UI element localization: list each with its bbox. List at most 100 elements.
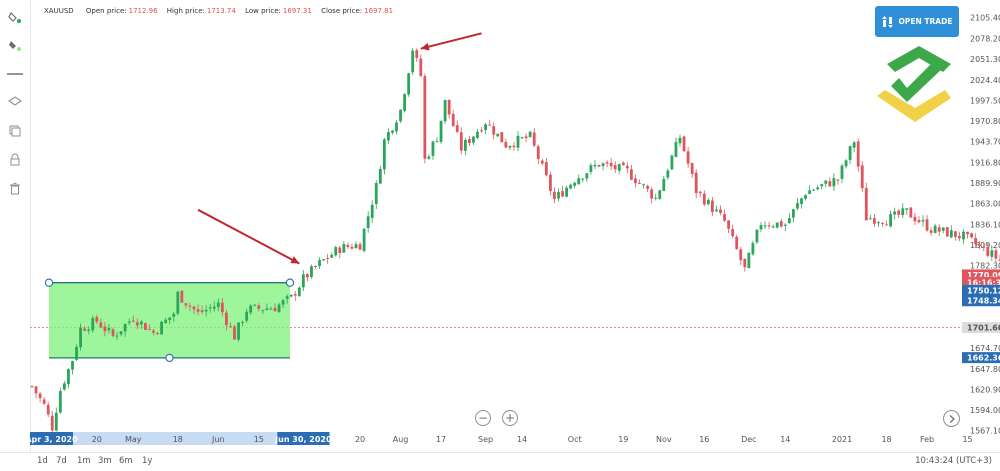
scroll-right-button[interactable] bbox=[943, 410, 960, 427]
candle-body bbox=[893, 211, 897, 215]
candle-body bbox=[630, 169, 633, 180]
candle-body bbox=[188, 305, 192, 307]
y-tick-label: 1916.80 bbox=[970, 158, 1000, 167]
candle-body bbox=[508, 145, 512, 148]
copy-icon[interactable] bbox=[6, 122, 24, 140]
ohlc-readout: XAUUSD Open price: 1712.96 High price: 171… bbox=[44, 7, 393, 15]
x-tick-label: 14 bbox=[517, 435, 527, 444]
y-tick-label: 1943.70 bbox=[970, 138, 1000, 147]
candle-body bbox=[427, 156, 431, 159]
candle-body bbox=[172, 313, 176, 317]
timeframe-1d[interactable]: 1d bbox=[37, 456, 48, 466]
price-badge bbox=[962, 277, 1000, 289]
timeframe-3m[interactable]: 3m bbox=[98, 456, 112, 466]
trash-icon[interactable] bbox=[6, 180, 24, 198]
candle-body bbox=[135, 322, 139, 326]
candle-body bbox=[387, 132, 390, 141]
clock: 10:43:24 (UTC+3) bbox=[915, 456, 992, 466]
y-tick-label: 1782.30 bbox=[970, 262, 1000, 271]
candle-body bbox=[30, 386, 34, 388]
zoom-out-button[interactable]: − bbox=[475, 410, 491, 426]
candle-body bbox=[569, 184, 573, 189]
x-end-label: Jun 30, 2020 bbox=[274, 435, 332, 444]
timeframe-7d[interactable]: 7d bbox=[56, 456, 67, 466]
high-price-label: High price: bbox=[166, 7, 205, 15]
candle-body bbox=[500, 132, 504, 143]
candle-body bbox=[399, 109, 402, 122]
candle-body bbox=[378, 168, 382, 184]
candle-body bbox=[403, 94, 406, 111]
layers-icon[interactable] bbox=[6, 93, 24, 111]
candle-body bbox=[496, 133, 500, 137]
candle-body bbox=[79, 327, 82, 348]
candle-body bbox=[954, 231, 957, 237]
paint-bucket-icon[interactable] bbox=[6, 8, 24, 26]
open-trade-button[interactable]: OPEN TRADE bbox=[875, 6, 959, 37]
timeframe-6m[interactable]: 6m bbox=[119, 456, 133, 466]
candle-body bbox=[354, 244, 358, 249]
candle-body bbox=[447, 99, 451, 115]
candle-body bbox=[885, 224, 888, 226]
candle-body bbox=[974, 238, 978, 245]
candle-body bbox=[577, 178, 581, 185]
candle-body bbox=[253, 304, 257, 306]
candle-body bbox=[342, 244, 346, 253]
candle-body bbox=[492, 126, 496, 135]
y-tick-label: 1567.10 bbox=[970, 427, 1000, 436]
candle-body bbox=[873, 218, 876, 224]
candle-body bbox=[613, 165, 617, 170]
candle-body bbox=[585, 173, 589, 179]
candle-body bbox=[107, 327, 111, 331]
candle-body bbox=[38, 393, 42, 399]
candle-body bbox=[662, 178, 666, 191]
candle-body bbox=[929, 230, 933, 233]
x-tick-label: 16 bbox=[699, 435, 709, 444]
candle-body bbox=[731, 229, 735, 237]
candle-body bbox=[743, 258, 747, 268]
timeframe-1y[interactable]: 1y bbox=[142, 456, 153, 466]
candle-body bbox=[779, 221, 783, 227]
price-badge bbox=[962, 295, 1000, 307]
candle-body bbox=[565, 187, 568, 197]
lock-icon[interactable] bbox=[6, 151, 24, 169]
candle-body bbox=[75, 346, 78, 360]
zoom-in-button[interactable]: + bbox=[502, 410, 518, 426]
price-badge bbox=[962, 269, 1000, 281]
candle-body bbox=[540, 160, 544, 164]
horizontal-line-icon[interactable] bbox=[6, 65, 24, 83]
candle-body bbox=[423, 76, 427, 159]
candle-body bbox=[115, 335, 119, 337]
candle-body bbox=[512, 145, 516, 148]
x-tick-label: 19 bbox=[618, 435, 628, 444]
candle-body bbox=[828, 181, 832, 187]
candle-body bbox=[468, 139, 471, 144]
candle-body bbox=[998, 259, 1000, 261]
candle-body bbox=[277, 304, 281, 312]
candle-body bbox=[889, 214, 892, 227]
candle-body bbox=[694, 172, 698, 194]
timeframe-1m[interactable]: 1m bbox=[77, 456, 91, 466]
candle-body bbox=[382, 139, 386, 170]
y-tick-label: 2078.20 bbox=[970, 35, 1000, 44]
candle-body bbox=[184, 303, 188, 306]
annotation-arrow-head bbox=[290, 256, 300, 264]
y-tick-label: 1889.90 bbox=[970, 179, 1000, 188]
candle-body bbox=[212, 306, 216, 309]
candle-body bbox=[609, 162, 613, 167]
candle-body bbox=[783, 224, 787, 226]
x-tick-label: 14 bbox=[780, 435, 790, 444]
candle-body bbox=[986, 247, 990, 256]
candle-body bbox=[856, 141, 860, 167]
candle-body bbox=[322, 259, 325, 261]
candle-body bbox=[933, 225, 937, 233]
annotation-arrow-line bbox=[420, 32, 482, 50]
paint-bucket-icon[interactable] bbox=[6, 36, 24, 54]
candle-body bbox=[249, 305, 253, 313]
candle-body bbox=[63, 383, 66, 390]
x-tick-label: 15 bbox=[254, 435, 264, 444]
candle-body bbox=[131, 320, 135, 322]
x-tick-label: Oct bbox=[568, 435, 582, 444]
x-tick-label: Sep bbox=[478, 435, 493, 444]
price-chart[interactable]: 2105.40 2078.20 2051.30 2024.40 1997.50 1970.… bbox=[0, 0, 1000, 452]
candle-body bbox=[176, 291, 180, 314]
